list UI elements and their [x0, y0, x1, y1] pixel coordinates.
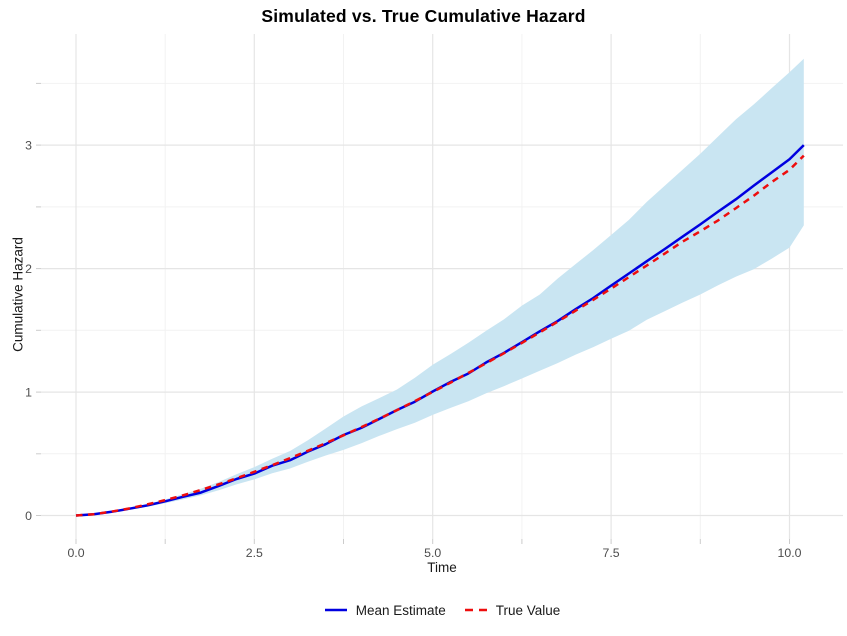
- true-value-key-line: [464, 608, 487, 612]
- legend-item-true-value: True Value: [464, 602, 561, 618]
- y-tick-label: 3: [25, 138, 32, 152]
- x-tick-label: 7.5: [603, 546, 620, 560]
- legend-label-true-value: True Value: [495, 602, 561, 618]
- y-tick-label: 2: [25, 262, 32, 276]
- legend-label-mean-estimate: Mean Estimate: [355, 602, 446, 618]
- mean-estimate-key-line: [324, 608, 347, 612]
- x-axis-title: Time: [427, 560, 457, 575]
- confidence-ribbon: [76, 58, 804, 516]
- y-tick-label: 1: [25, 385, 32, 399]
- y-axis-title: Cumulative Hazard: [10, 237, 26, 352]
- chart-title: Simulated vs. True Cumulative Hazard: [261, 6, 586, 26]
- x-tick-label: 10.0: [778, 546, 802, 560]
- x-tick-label: 5.0: [424, 546, 441, 560]
- x-tick-label: 0.0: [67, 546, 84, 560]
- legend: Mean Estimate True Value: [41, 598, 843, 622]
- true-value-line: [75, 154, 805, 517]
- y-tick-label: 0: [25, 509, 32, 523]
- x-tick-label: 2.5: [246, 546, 263, 560]
- legend-item-mean-estimate: Mean Estimate: [324, 603, 446, 618]
